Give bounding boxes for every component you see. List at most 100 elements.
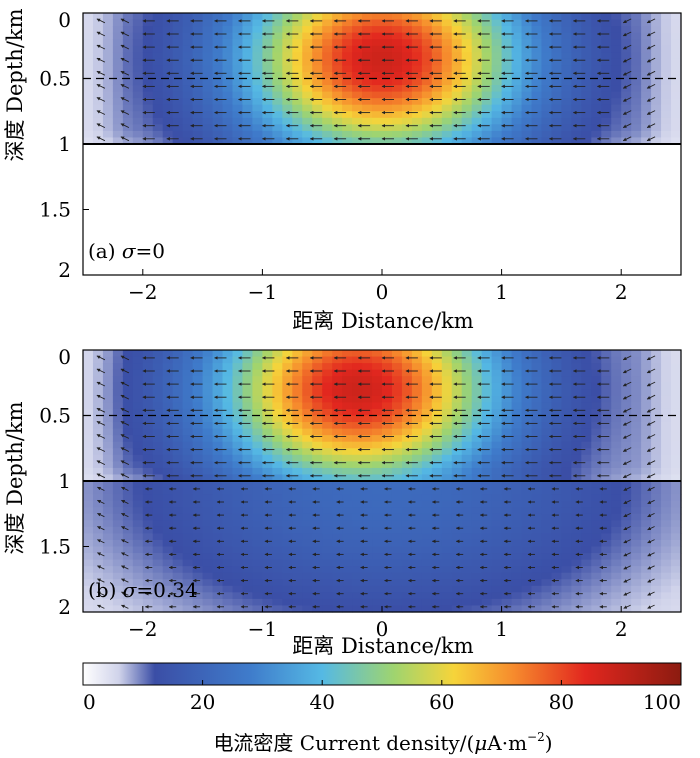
heat-cell [621,13,632,21]
heat-cell [232,363,244,371]
heat-cell [272,32,283,40]
heat-cell [162,39,174,47]
heat-cell [222,494,234,502]
heat-cell [232,350,244,358]
heat-cell [521,526,533,534]
heat-cell [661,520,672,528]
heat-cell [411,605,423,613]
heat-cell [521,579,533,587]
heat-cell [322,585,333,593]
heat-cell [581,553,592,561]
heat-cell [212,52,224,60]
heat-cell [312,376,323,384]
heat-cell [471,605,483,613]
heat-cell [461,533,473,541]
heat-cell [332,13,343,21]
heat-cell [232,117,244,125]
heat-cell [621,435,632,443]
heat-cell [501,52,513,60]
heat-cell [332,422,343,430]
heat-cell [601,402,612,410]
heat-cell [591,507,602,515]
heat-cell [501,461,513,469]
heat-cell [172,481,184,489]
heat-cell [212,533,224,541]
heat-cell [202,566,214,574]
heat-cell [431,130,443,139]
heat-cell [222,389,234,397]
heat-cell [342,350,353,358]
heat-cell [122,435,134,443]
heat-cell [83,539,94,548]
heat-cell [102,474,114,482]
heat-cell [631,428,642,436]
heat-cell [192,500,204,508]
heat-cell [451,415,463,423]
heat-cell [651,389,662,397]
heat-cell [362,389,373,397]
heat-cell [112,363,124,371]
heat-cell [411,441,423,449]
heat-cell [372,526,383,534]
heat-cell [411,513,423,521]
heat-cell [671,553,682,561]
heat-cell [421,45,433,53]
heat-cell [202,494,214,502]
heat-cell [401,441,413,449]
heat-cell [471,104,483,112]
heat-cell [92,467,104,476]
heat-cell [302,71,313,80]
heat-cell [382,467,393,476]
current-vector [97,539,105,544]
heat-cell [641,467,652,476]
heat-cell [541,526,553,534]
heat-cell [262,91,273,99]
heat-cell [302,91,313,99]
heat-cell [661,85,672,93]
heat-cell [501,71,513,80]
heat-cell [342,592,353,600]
heat-cell [272,559,283,567]
heat-cell [631,520,642,528]
heat-cell [531,500,543,508]
heat-cell [302,572,313,580]
heat-cell [501,408,513,417]
heat-cell [541,513,553,521]
heat-cell [671,474,682,482]
heat-cell [401,350,413,358]
heat-cell [461,461,473,469]
heat-cell [501,91,513,99]
heat-cell [531,350,543,358]
heat-cell [541,461,553,469]
heat-cell [461,592,473,600]
heat-cell [362,58,373,66]
heat-cell [571,605,582,613]
heat-cell [651,487,662,495]
heat-cell [272,356,283,364]
heat-cell [102,566,114,574]
heat-cell [471,422,483,430]
heat-cell [372,605,383,613]
heat-cell [142,78,154,86]
heat-cell [481,130,493,139]
heat-cell [132,428,144,436]
heat-cell [641,65,652,73]
heat-cell [162,494,174,502]
heat-cell [651,533,662,541]
heat-cell [252,91,263,99]
heat-cell [401,454,413,462]
heat-cell [252,58,263,66]
colorbar-tick-label: 100 [643,690,681,714]
heat-cell [431,382,443,390]
heat-cell [641,454,652,462]
heat-cell [372,533,383,541]
heat-cell [302,356,313,364]
heat-cell [112,415,124,423]
heat-cell [491,91,503,99]
heat-cell [312,58,323,66]
heat-cell [362,520,373,528]
heat-cell [391,481,403,489]
heat-cell [83,605,94,613]
current-vector [96,123,106,129]
heat-cell [282,520,293,528]
